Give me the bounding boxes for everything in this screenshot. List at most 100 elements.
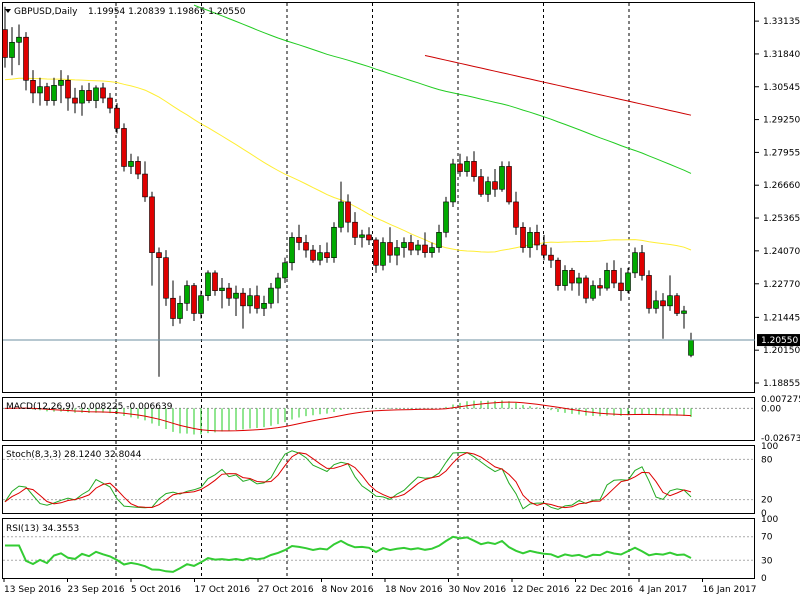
candle-body <box>317 252 323 261</box>
candle-body <box>282 262 288 279</box>
price-pane <box>2 2 755 393</box>
candle-body <box>674 295 680 314</box>
candle-body <box>345 201 351 223</box>
macd-pane <box>2 397 755 441</box>
stoch-pane <box>2 445 755 514</box>
candle-body <box>352 221 358 238</box>
candle-body <box>205 272 211 297</box>
macd-label: MACD(12,26,9) -0.008225 -0.006639 <box>6 402 173 412</box>
date-tick-label: 8 Nov 2016 <box>322 585 374 595</box>
candle-body <box>394 247 400 256</box>
date-tick-label: 5 Oct 2016 <box>131 585 181 595</box>
candle-body <box>51 85 57 101</box>
candle-body <box>499 166 505 190</box>
price-tick-label: 1.27955 <box>763 148 800 158</box>
candle-body <box>583 277 589 299</box>
candle-body <box>128 161 134 167</box>
candle-body <box>548 254 554 261</box>
candle-body <box>135 161 141 175</box>
ohlc-values: 1.19954 1.20839 1.19865 1.20550 <box>88 7 246 17</box>
candle-body <box>142 173 148 198</box>
candle-body <box>254 295 260 309</box>
candle-body <box>289 237 295 264</box>
candle-body <box>268 287 274 304</box>
candle-body <box>534 232 540 246</box>
date-tick-label: 12 Dec 2016 <box>512 585 570 595</box>
candle-body <box>471 161 477 177</box>
candle-body <box>513 201 519 228</box>
candle-body <box>303 242 309 251</box>
candle-body <box>198 295 204 314</box>
date-axis: 13 Sep 2016 23 Sep 2016 5 Oct 2016 17 Oct 2… <box>3 578 757 595</box>
stoch-signal-line <box>4 452 692 509</box>
candle-body <box>527 232 533 248</box>
candle-body <box>443 201 449 233</box>
candle-body <box>219 287 225 291</box>
candle-body <box>156 252 162 258</box>
rsi-label: RSI(13) 34.3553 <box>6 524 79 534</box>
candle-body <box>590 285 596 299</box>
price-axis: 1.33135 1.31840 1.30545 1.29250 1.27955 1.266… <box>3 17 800 389</box>
candle-body <box>247 295 253 307</box>
candle-body <box>37 86 43 94</box>
candle-body <box>331 226 337 258</box>
date-tick-label: 16 Jan 2017 <box>703 585 757 595</box>
macd-signal-line <box>4 401 692 432</box>
price-tick-label: 1.21445 <box>763 313 800 323</box>
candle-body <box>275 277 281 289</box>
candle-body <box>401 242 407 248</box>
candle-body <box>16 36 22 43</box>
candle-body <box>30 79 36 94</box>
candle-body <box>408 242 414 251</box>
candle-body <box>569 270 575 284</box>
candle-body <box>576 277 582 284</box>
date-tick-label: 23 Sep 2016 <box>68 585 125 595</box>
date-tick-label: 4 Jan 2017 <box>639 585 687 595</box>
candle-body <box>359 234 365 238</box>
candle-body <box>44 86 50 101</box>
candle-body <box>233 292 239 299</box>
candle-body <box>240 292 246 307</box>
candle-body <box>457 163 463 172</box>
candle-body <box>121 128 127 167</box>
rsi-tick-label: 70 <box>761 533 773 543</box>
candle-body <box>387 242 393 256</box>
current-price-label: 1.20550 <box>761 336 798 346</box>
date-tick-label: 27 Oct 2016 <box>258 585 314 595</box>
macd-tick-label: 0.007275 <box>761 395 800 405</box>
symbol-label: GBPUSD,Daily <box>14 7 78 17</box>
candle-body <box>114 107 120 129</box>
candle-body <box>310 249 316 261</box>
candle-body <box>562 270 568 286</box>
candle-body <box>618 282 624 291</box>
candle-body <box>429 247 435 253</box>
price-tick-label: 1.26660 <box>763 181 800 191</box>
ma-red-line <box>424 55 692 116</box>
candle-body <box>485 181 491 195</box>
price-tick-label: 1.20150 <box>763 346 800 356</box>
candle-body <box>72 97 78 104</box>
rsi-indicator: 100 70 30 0 <box>3 515 778 584</box>
candle-body <box>338 201 344 228</box>
stoch-label: Stoch(8,3,3) 28.1240 32.8044 <box>6 450 142 460</box>
date-tick-label: 17 Oct 2016 <box>195 585 251 595</box>
candle-body <box>450 163 456 203</box>
candle-body <box>366 234 372 241</box>
ma-green-line <box>193 4 692 174</box>
price-tick-label: 1.22770 <box>763 280 800 290</box>
price-tick-label: 1.29250 <box>763 116 800 126</box>
dropdown-arrow-icon[interactable] <box>5 9 11 13</box>
candle-body <box>212 272 218 291</box>
candle-body <box>261 303 267 309</box>
candle-body <box>9 41 15 58</box>
candle-body <box>191 285 197 314</box>
candle-body <box>163 257 169 299</box>
candle-body <box>86 90 92 101</box>
candle-body <box>415 244 421 251</box>
candle-body <box>541 244 547 256</box>
macd-tick-label: 0.00 <box>761 404 781 414</box>
candle-body <box>100 87 106 99</box>
price-tick-label: 1.33135 <box>763 17 800 27</box>
candle-body <box>79 90 85 104</box>
